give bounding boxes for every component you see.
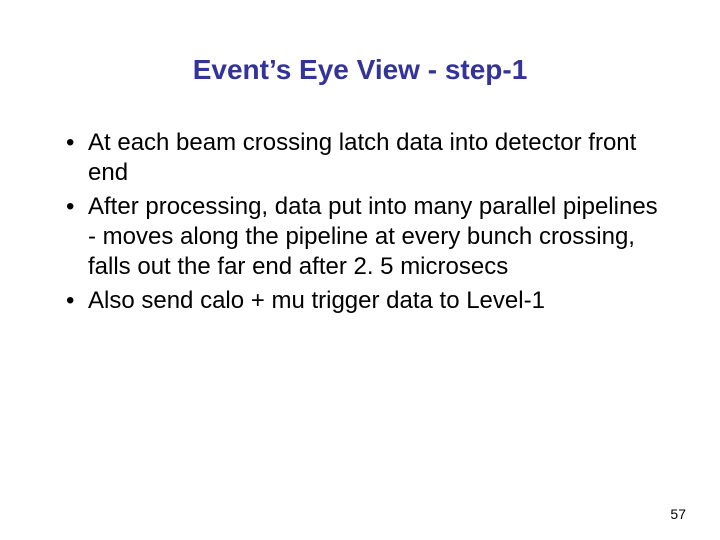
bullet-list: At each beam crossing latch data into de… [60,128,660,320]
list-item: At each beam crossing latch data into de… [60,128,660,188]
page-number: 57 [670,506,686,522]
slide: Event’s Eye View - step-1 At each beam c… [0,0,720,540]
bullet-ul: At each beam crossing latch data into de… [60,128,660,316]
list-item: After processing, data put into many par… [60,192,660,282]
list-item: Also send calo + mu trigger data to Leve… [60,286,660,316]
slide-title: Event’s Eye View - step-1 [0,54,720,86]
